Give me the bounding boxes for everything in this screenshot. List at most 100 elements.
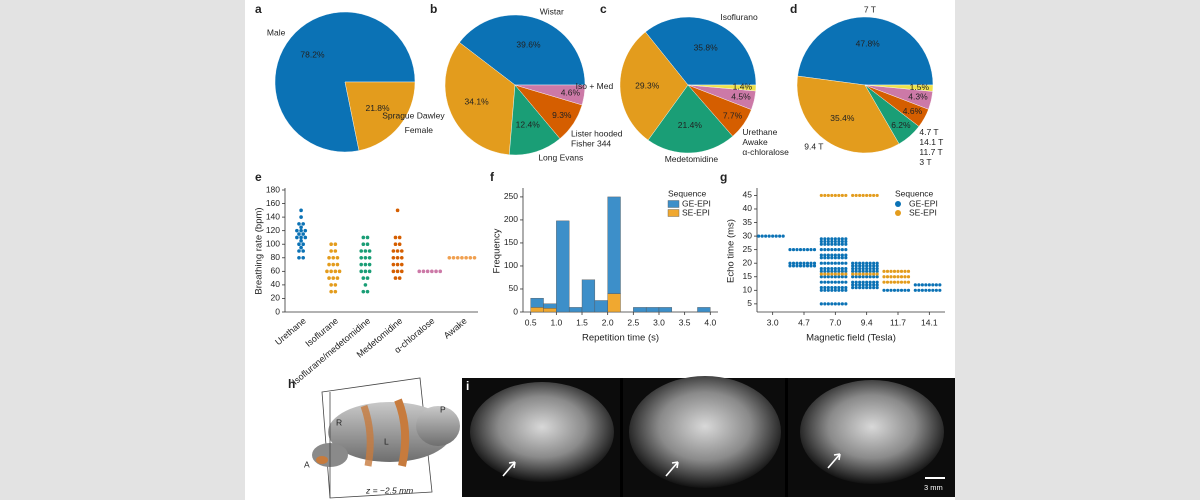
slice-label: 4.7 T xyxy=(919,127,938,137)
bar xyxy=(543,303,557,309)
dot xyxy=(397,276,402,280)
y-axis-label: Frequency xyxy=(492,228,503,273)
slice-label: Awake xyxy=(742,137,768,147)
dot xyxy=(299,228,303,233)
x-tick-label: 4.0 xyxy=(704,317,716,327)
dot xyxy=(399,262,404,267)
bar xyxy=(543,308,557,313)
y-axis-label: Echo time (ms) xyxy=(726,219,737,283)
dot xyxy=(421,269,426,274)
value-label: 6.2% xyxy=(891,120,911,130)
dot xyxy=(335,276,340,280)
y-tick-label: 5 xyxy=(747,298,752,308)
dot xyxy=(399,255,404,260)
x-tick-label: 4.7 xyxy=(798,317,810,327)
slice-label: Urethane xyxy=(742,127,777,137)
value-label: 39.6% xyxy=(516,39,541,49)
pie-slice xyxy=(619,31,689,141)
dot xyxy=(430,269,434,274)
dot xyxy=(297,255,301,260)
legend-swatch xyxy=(895,201,901,207)
y-tick-label: 120 xyxy=(266,225,280,235)
bar xyxy=(607,196,621,294)
legend-swatch xyxy=(667,200,680,208)
value-label: 35.4% xyxy=(830,113,855,123)
legend-label: GE-EPI xyxy=(682,198,711,208)
pie-slice xyxy=(645,16,757,86)
orientation-label: P xyxy=(440,404,446,414)
mri-slices xyxy=(462,376,955,497)
bar xyxy=(633,307,647,313)
slice-label: α-chloralose xyxy=(742,147,789,157)
dot xyxy=(333,242,338,247)
slice-label: z = −2.5 mm xyxy=(365,485,413,495)
pie-slice xyxy=(344,81,416,151)
pie-slice xyxy=(514,84,586,106)
dot xyxy=(329,242,333,247)
slice-label: 11.7 T xyxy=(919,147,942,157)
dot xyxy=(297,222,301,226)
dot xyxy=(359,255,364,260)
legend-label: GE-EPI xyxy=(909,198,938,208)
y-tick-label: 150 xyxy=(504,237,518,247)
dot xyxy=(363,283,368,287)
dot xyxy=(329,269,333,274)
legend-title: Sequence xyxy=(895,188,934,198)
dot xyxy=(297,249,301,253)
dot xyxy=(391,269,396,274)
dot xyxy=(333,289,338,294)
value-label: 29.3% xyxy=(635,80,660,90)
dot xyxy=(327,255,331,260)
dot xyxy=(363,255,368,260)
dot xyxy=(361,242,366,247)
pie-slice xyxy=(687,84,757,92)
dot xyxy=(295,228,299,233)
y-tick-label: 20 xyxy=(271,293,281,303)
dot xyxy=(460,255,464,260)
slice-label: Fisher 344 xyxy=(571,138,611,148)
dot xyxy=(367,255,372,260)
y-tick-label: 250 xyxy=(504,191,518,201)
pie-slice xyxy=(647,84,733,154)
dot xyxy=(331,262,336,267)
x-tick-label: 9.4 xyxy=(861,317,873,327)
slice-label: Female xyxy=(405,125,434,135)
dot xyxy=(363,249,368,253)
slice-label: Lister hooded xyxy=(571,128,623,138)
dot xyxy=(399,249,404,253)
y-tick-label: 0 xyxy=(513,306,518,316)
panel-letter: c xyxy=(600,2,607,16)
dot xyxy=(299,208,303,213)
slice-label: Wistar xyxy=(540,6,564,16)
dot xyxy=(363,269,368,274)
dot xyxy=(333,269,338,274)
orientation-label: R xyxy=(336,417,342,427)
scale-bar-label: 3 mm xyxy=(924,483,943,492)
dot xyxy=(464,255,468,260)
y-tick-label: 140 xyxy=(266,211,280,221)
dot xyxy=(395,255,400,260)
legend-label: SE-EPI xyxy=(909,207,937,217)
x-tick-label: 7.0 xyxy=(829,317,841,327)
dot xyxy=(297,242,301,247)
y-tick-label: 45 xyxy=(743,190,753,200)
dot xyxy=(303,235,308,240)
dot xyxy=(299,239,303,243)
x-tick-label: 3.0 xyxy=(767,317,779,327)
bar xyxy=(645,307,660,313)
dot xyxy=(333,283,338,287)
x-tick-label: 3.0 xyxy=(653,317,665,327)
panel-letter: f xyxy=(490,170,495,184)
bar xyxy=(530,297,544,308)
value-label: 21.8% xyxy=(365,103,390,113)
dot xyxy=(333,249,338,253)
dot xyxy=(417,269,422,274)
dot xyxy=(361,289,366,294)
dot xyxy=(335,262,340,267)
dot xyxy=(468,255,473,260)
value-label: 35.8% xyxy=(694,42,719,52)
dot xyxy=(337,269,342,274)
y-tick-label: 30 xyxy=(743,230,753,240)
pie-slice xyxy=(864,84,934,92)
x-tick-label: 2.0 xyxy=(602,317,614,327)
